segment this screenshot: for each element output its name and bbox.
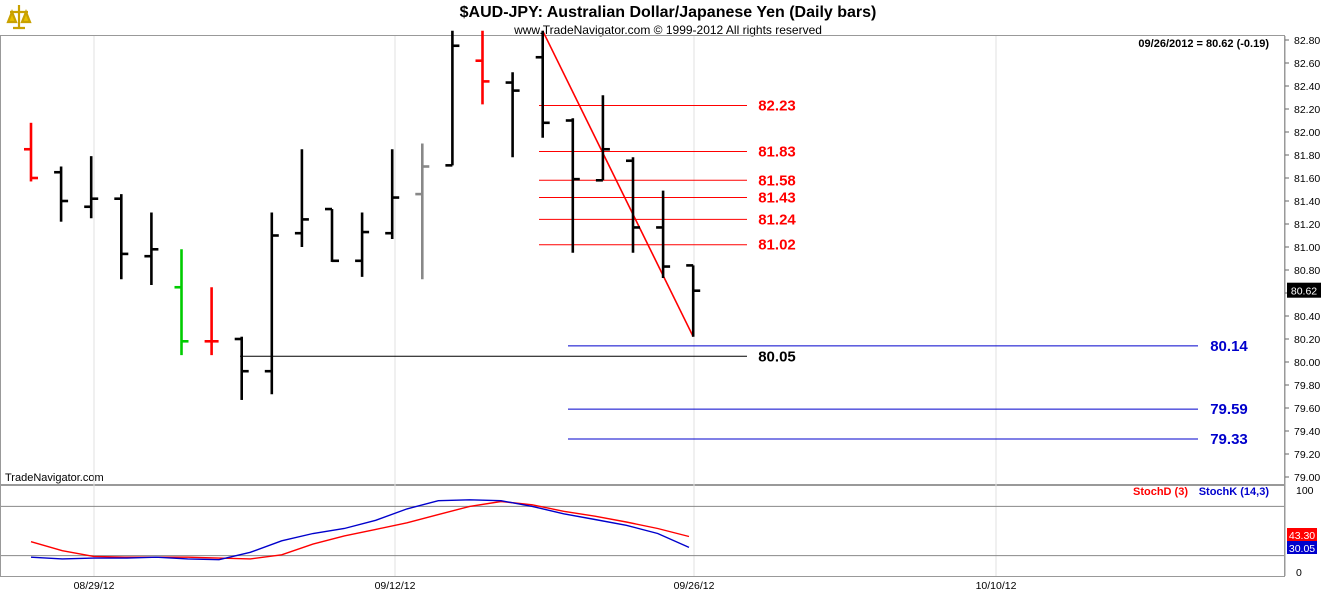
x-tick-label: 09/26/12 [674,580,715,592]
ohlc-bar [84,156,99,219]
level-label-retrace: 81.24 [758,211,796,228]
ohlc-bar [445,30,460,167]
level-label-retrace: 81.43 [758,190,796,207]
stoch-value-box [1287,541,1317,554]
last-quote: 09/26/2012 = 80.62 (-0.19) [1138,38,1269,50]
x-tick-label: 10/10/12 [976,580,1017,592]
y-tick-label: 79.60 [1294,403,1320,415]
y-tick-label: 82.60 [1294,58,1320,70]
y-tick-label: 81.60 [1294,173,1320,185]
chart-title: $AUD-JPY: Australian Dollar/Japanese Yen… [460,4,877,21]
stoch-line-d [30,500,690,560]
level-label-projection: 79.33 [1210,431,1248,448]
ohlc-bar [505,72,520,158]
ohlc-bar [264,212,279,395]
ohlc-bar [656,190,671,279]
x-tick-label: 09/12/12 [375,580,416,592]
stoch-value-label: 43.30 [1289,530,1315,542]
y-tick-label: 80.20 [1294,334,1320,346]
ohlc-bar [475,30,490,105]
ohlc-bar [626,157,640,253]
stoch-y-tick-label: 100 [1296,485,1314,497]
y-tick-label: 80.40 [1294,311,1320,323]
y-tick-label: 82.00 [1294,127,1320,139]
y-tick-label: 79.00 [1294,472,1320,484]
ohlc-bar [415,143,430,280]
level-label-projection: 79.59 [1210,401,1248,418]
ohlc-bar [385,149,400,239]
level-label-support: 80.05 [758,348,796,365]
ohlc-bar [234,336,249,400]
ohlc-bar [114,194,129,280]
stoch-panel-frame [0,485,1285,577]
y-tick-label: 81.80 [1294,150,1320,162]
stoch-line-k [30,499,690,561]
ohlc-bar [595,95,610,182]
level-label-retrace: 81.58 [758,172,796,189]
stoch-value-label: 30.05 [1289,543,1315,555]
y-tick-label: 80.80 [1294,265,1320,277]
logo-icon [6,4,32,32]
stoch-legend-item: StochD (3) [1133,486,1188,498]
ohlc-bar [565,118,580,253]
ohlc-bar [686,264,701,337]
ohlc-bar [325,207,339,263]
ohlc-bar [24,122,38,182]
copyright: www.TradeNavigator.com © 1999-2012 All r… [513,23,822,37]
y-tick-label: 79.20 [1294,449,1320,461]
y-tick-label: 81.40 [1294,196,1320,208]
y-tick-label: 81.00 [1294,242,1320,254]
retracement-line [541,30,694,338]
y-tick-label: 82.20 [1294,104,1320,116]
x-tick-label: 08/29/12 [74,580,115,592]
stoch-legend-item: StochK (14,3) [1199,486,1270,498]
level-label-retrace: 82.23 [758,98,796,115]
stoch-value-box [1287,528,1317,541]
ohlc-bar [204,287,219,356]
level-label-retrace: 81.83 [758,144,796,161]
ohlc-bar [174,249,189,356]
y-tick-label: 82.80 [1294,35,1320,47]
watermark: TradeNavigator.com [5,472,104,484]
ohlc-bar [294,149,309,247]
y-tick-label: 81.20 [1294,219,1320,231]
level-label-retrace: 81.02 [758,237,796,254]
y-tick-label: 82.40 [1294,81,1320,93]
ohlc-bar [144,212,159,285]
ohlc-bar [54,166,69,222]
y-tick-label: 79.40 [1294,426,1320,438]
price-panel-frame [0,35,1285,485]
last-price-label: 80.62 [1291,286,1317,298]
last-price-box [1287,282,1321,298]
y-tick-label: 79.80 [1294,380,1320,392]
y-tick-label: 80.00 [1294,357,1320,369]
stoch-y-tick-label: 0 [1296,567,1302,579]
level-label-projection: 80.14 [1210,338,1248,355]
ohlc-bar [355,212,370,277]
ohlc-bar [535,30,550,138]
